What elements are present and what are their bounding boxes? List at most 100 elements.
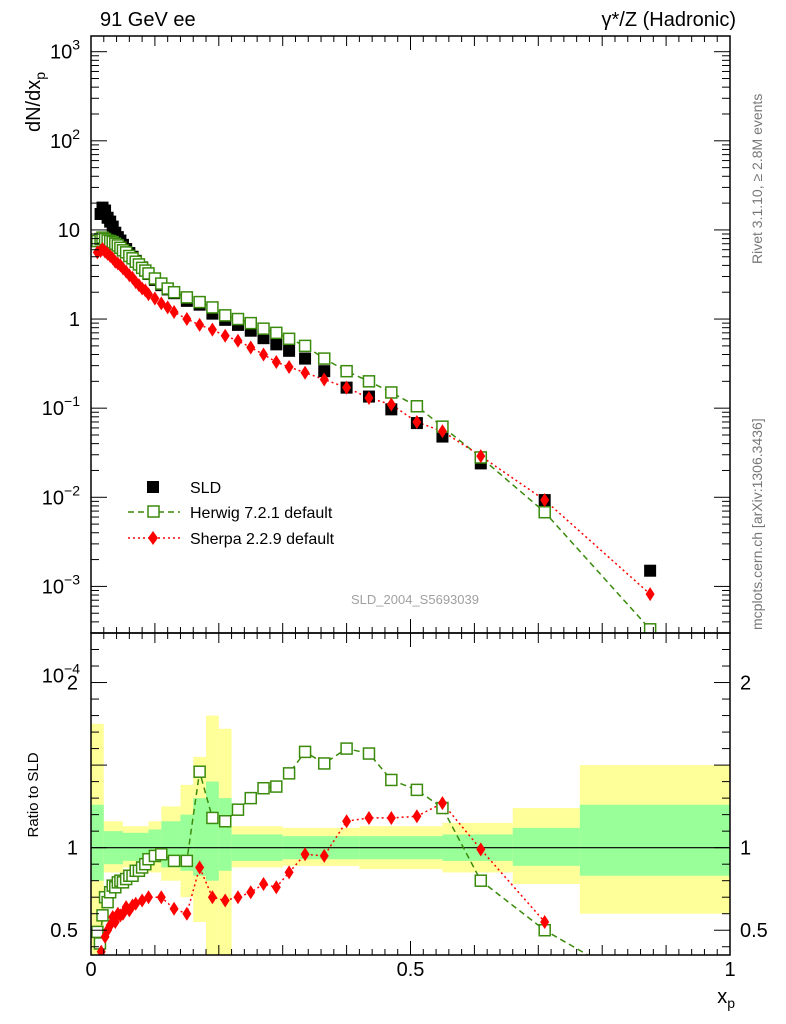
main-herwig-point — [180, 291, 194, 304]
ratio-herwig-point — [218, 814, 232, 828]
ratio-sherpa-point — [182, 906, 192, 921]
main-sherpa-point — [169, 304, 179, 319]
ratio-herwig-point — [244, 791, 257, 805]
ratio-herwig-point — [474, 874, 488, 887]
x-tick-label: 0.5 — [397, 959, 425, 981]
ratio-panel-marks — [91, 715, 730, 969]
main-herwig-point — [231, 312, 245, 326]
ratio-y-tick-label-right: 1 — [740, 838, 751, 860]
ratio-sherpa-point — [412, 809, 422, 824]
ratio-herwig-point — [362, 747, 376, 760]
ratio-sherpa-point — [195, 860, 205, 875]
main-herwig-point — [282, 332, 296, 346]
main-sherpa-point — [182, 312, 192, 327]
main-herwig-point — [362, 375, 376, 388]
ratio-herwig-point — [298, 745, 312, 759]
ratio-band-inner — [206, 781, 219, 881]
main-data-point — [644, 564, 657, 577]
ratio-herwig-point — [385, 773, 398, 787]
main-herwig-point — [167, 285, 181, 299]
ratio-band-inner — [512, 827, 580, 866]
main-y-tick-label: 10 — [58, 220, 80, 242]
main-y-tick-label: 102 — [50, 126, 80, 153]
ratio-herwig-point — [155, 848, 168, 861]
main-sherpa-point — [220, 328, 230, 343]
legend-label-sherpa: Sherpa 2.2.9 default — [190, 531, 335, 548]
main-herwig-point — [317, 352, 331, 365]
main-data-point — [299, 352, 312, 365]
ratio-y-tick-label-right: 2 — [740, 673, 751, 695]
main-herwig-point — [270, 326, 283, 340]
ratio-herwig-point — [597, 958, 608, 969]
main-sherpa-point — [412, 414, 422, 429]
main-sherpa-point — [476, 449, 486, 464]
main-herwig-point — [385, 386, 398, 399]
ratio-herwig-point — [317, 757, 331, 770]
main-y-tick-label: 103 — [50, 37, 80, 64]
ratio-sherpa-point — [300, 847, 310, 862]
legend-marker-sld — [147, 481, 159, 493]
main-sherpa-point — [386, 397, 396, 412]
ratio-sherpa-point — [437, 796, 447, 811]
main-sherpa-point — [163, 300, 173, 315]
main-herwig-point — [298, 339, 312, 353]
legend: SLD Herwig 7.2.1 default Sherpa 2.2.9 de… — [128, 480, 335, 548]
main-panel-frame — [90, 35, 731, 634]
x-tick-label: 0 — [85, 959, 96, 981]
main-herwig-point — [340, 364, 353, 378]
main-sherpa-point — [207, 322, 217, 337]
main-y-axis-label: dN/dxp — [23, 72, 48, 132]
legend-label-sld: SLD — [190, 480, 221, 497]
header-right-title: γ*/Z (Hadronic) — [602, 9, 736, 31]
main-herwig-point — [193, 295, 206, 309]
side-label-mcplots: mcplots.cern.ch [arXiv:1306.3436] — [749, 418, 765, 630]
main-sherpa-point — [259, 347, 269, 362]
ratio-herwig-point — [257, 781, 270, 795]
main-sherpa-point — [121, 264, 131, 279]
ratio-herwig-point — [270, 780, 283, 793]
ratio-y-tick-label-right: 0.5 — [740, 920, 768, 942]
main-sherpa-point — [540, 493, 550, 508]
ratio-sherpa-point — [271, 880, 281, 895]
main-herwig-point — [410, 400, 424, 413]
ratio-sherpa-point — [476, 842, 486, 857]
main-data-point — [270, 338, 283, 351]
ratio-herwig-point — [167, 854, 181, 868]
ratio-sherpa-point — [540, 914, 550, 929]
header-left-title: 91 GeV ee — [100, 9, 196, 31]
main-sherpa-point — [437, 424, 447, 439]
main-sherpa-line — [97, 248, 651, 595]
ratio-sherpa-point — [207, 890, 217, 905]
ratio-herwig-point — [410, 783, 424, 797]
main-y-tick-label: 10−4 — [42, 661, 80, 688]
ratio-band-inner — [218, 798, 232, 871]
ratio-sherpa-point — [319, 848, 329, 863]
x-axis-label: xp — [717, 986, 735, 1011]
legend-label-herwig: Herwig 7.2.1 default — [190, 505, 333, 522]
ratio-sherpa-point — [220, 893, 230, 908]
main-sherpa-point — [246, 340, 256, 355]
main-panel-marks — [91, 201, 657, 633]
main-y-tick-label: 10−1 — [42, 393, 80, 420]
main-herwig-point — [257, 322, 270, 335]
watermark: SLD_2004_S5693039 — [351, 592, 479, 607]
ratio-panel-ticks: 0.5 0.51 12 20 0.5 1 — [50, 633, 768, 981]
main-y-tick-label: 10−3 — [42, 571, 80, 598]
ratio-sherpa-point — [364, 810, 374, 825]
ratio-herwig-point — [231, 803, 245, 816]
main-sherpa-point — [284, 359, 294, 374]
main-herwig-point — [643, 623, 657, 633]
ratio-herwig-point — [282, 767, 296, 780]
ratio-herwig-point — [180, 854, 194, 868]
main-sherpa-point — [150, 291, 160, 306]
ratio-y-tick-label-left: 2 — [67, 673, 78, 695]
legend-marker-sherpa — [148, 531, 158, 545]
ratio-sherpa-point — [169, 901, 179, 916]
main-sherpa-point — [645, 587, 655, 602]
ratio-sherpa-point — [144, 890, 154, 905]
main-herwig-point — [538, 505, 551, 519]
main-sherpa-point — [156, 296, 166, 311]
main-sherpa-point — [342, 380, 352, 395]
